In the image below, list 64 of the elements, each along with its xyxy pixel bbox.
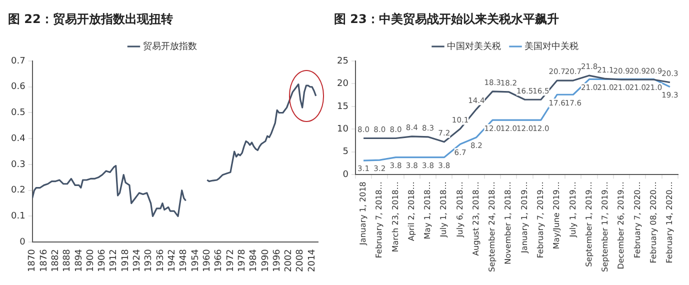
y-tick-label: 0 (20, 237, 26, 248)
x-tick-label: 1900 (86, 248, 96, 272)
x-tick-label: January 1, 2019… (520, 182, 529, 254)
x-tick-label: February 7, 2018… (374, 182, 384, 258)
y-tick-label: 5 (342, 147, 348, 158)
legend-label: 贸易开放指数 (142, 40, 197, 52)
x-tick-label: 1936 (156, 248, 166, 272)
y-tick-label: 0.3 (10, 160, 26, 170)
x-tick-label: 1984 (249, 248, 260, 272)
x-tick-label: 1882 (50, 249, 61, 272)
x-tick-label: July 1, 2018… (439, 182, 448, 238)
y-tick-label: 0.6 (10, 82, 26, 92)
y-tick-label: 20 (337, 79, 349, 90)
chart-title: 图 22：贸易开放指数出现扭转 (8, 11, 174, 28)
x-tick-label: 1954 (190, 248, 201, 272)
y-tick-label: 0.4 (10, 134, 26, 144)
x-tick-label: 1876 (39, 248, 50, 272)
x-tick-label: 1918 (120, 248, 131, 272)
x-tick-label: March 23, 2018… (390, 182, 400, 252)
x-tick-label: 1960 (202, 248, 212, 272)
y-tick-label: 25 (337, 56, 348, 66)
x-tick-label: September 24, 2018… (488, 182, 497, 272)
x-tick-label: 1966 (214, 248, 224, 272)
x-tick-label: July 1, 2019… (568, 182, 578, 238)
x-tick-label: 1870 (28, 248, 38, 272)
x-tick-label: 1930 (144, 248, 154, 272)
x-tick-label: July 6, 2018… (455, 182, 464, 238)
x-tick-label: 1996 (272, 248, 282, 272)
x-tick-label: 1924 (132, 248, 143, 272)
x-tick-label: 1978 (237, 248, 248, 272)
x-tick-label: 2014 (307, 248, 318, 272)
x-tick-label: November 1, 2018… (504, 182, 513, 264)
x-tick-label: February 14, 2020… (665, 182, 674, 264)
x-tick-label: September 17, 2019… (600, 182, 610, 272)
x-tick-label: 1990 (260, 248, 271, 272)
x-tick-label: December 26, 2019… (616, 182, 626, 270)
x-tick-label: 1906 (98, 248, 108, 272)
y-tick-label: 0 (342, 170, 349, 180)
y-tick-label: 0.1 (10, 212, 26, 222)
x-tick-label: 1888 (62, 248, 73, 272)
x-tick-label: 1942 (168, 249, 178, 272)
x-tick-label: February 08, 2020… (648, 182, 658, 264)
chart-title: 图 23：中美贸易战开始以来关税水平飙升 (334, 11, 560, 28)
y-tick-label: 0.2 (10, 186, 26, 196)
x-tick-label: 1912 (109, 249, 120, 272)
x-tick-label: August 23, 2018… (471, 182, 480, 256)
x-tick-label: February 7, 2020… (632, 182, 642, 258)
x-tick-label: May/June 2019… (552, 182, 562, 250)
y-tick-label: 15 (337, 102, 348, 112)
legend-label: 中国对美关税 (447, 40, 501, 52)
y-tick-label: 0.7 (10, 56, 26, 66)
x-tick-label: 1894 (74, 248, 84, 272)
x-tick-label: April 2, 2018… (406, 182, 416, 241)
x-tick-label: May 1, 2018… (423, 182, 432, 240)
x-tick-label: 1972 (226, 249, 236, 272)
legend-label: 美国对中关税 (524, 40, 578, 52)
x-tick-label: 2008 (296, 248, 306, 272)
x-tick-label: September 1, 2019… (584, 182, 594, 267)
x-tick-label: January 1, 2018 (358, 182, 368, 246)
x-tick-label: 2002 (284, 249, 294, 272)
x-tick-label: February 7, 2019… (536, 182, 545, 258)
y-tick-label: 10 (337, 124, 349, 135)
y-tick-label: 0.5 (10, 108, 26, 118)
x-tick-label: 1948 (179, 248, 190, 272)
